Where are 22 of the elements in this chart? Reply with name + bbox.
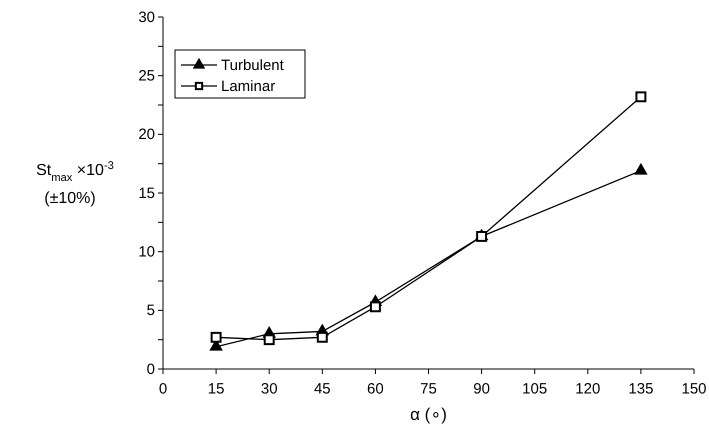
x-tick-label: 90 <box>473 380 490 398</box>
y-tick-label: 25 <box>138 67 155 84</box>
x-tick-label: 30 <box>260 380 278 398</box>
x-tick-label: 135 <box>628 380 654 398</box>
x-tick-label: 45 <box>314 380 331 398</box>
y-tick-label: 10 <box>138 243 155 260</box>
x-tick-label: 0 <box>158 380 168 398</box>
legend-label: Turbulent <box>221 57 285 74</box>
x-tick-label: 120 <box>575 380 600 398</box>
x-tick-label: 15 <box>208 380 224 398</box>
legend-label: Laminar <box>221 78 276 95</box>
text: St$_{max}$ ×10$^{-3}$ (±10%) <box>36 160 114 207</box>
x-tick-label: 75 <box>420 380 437 398</box>
y-tick-label: 5 <box>146 302 155 320</box>
x-tick-label: 105 <box>522 380 548 398</box>
y-tick-label: 30 <box>138 8 155 26</box>
y-tick-label: 15 <box>138 184 155 202</box>
x-tick-label: 150 <box>681 380 707 398</box>
x-tick-label: 60 <box>367 380 384 398</box>
y-tick-label: 20 <box>138 126 155 144</box>
x-axis-title: α (∘) <box>410 405 447 424</box>
y-tick-label: 0 <box>146 360 155 378</box>
